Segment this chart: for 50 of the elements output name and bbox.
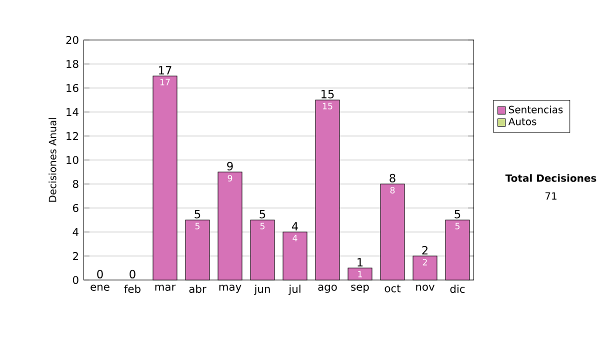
y-tick-label: 14 — [66, 108, 78, 116]
total-label: 5 — [260, 210, 266, 218]
total-label: 5 — [194, 210, 200, 218]
text: Total Decisiones — [505, 174, 596, 182]
x-tick-label: jun — [254, 284, 270, 296]
data-label: 8 — [390, 186, 395, 194]
data-label: 1 — [358, 270, 362, 278]
y-tick-label: 16 — [66, 84, 78, 92]
x-tick-label: jul — [288, 284, 300, 296]
text: 71 — [545, 192, 556, 200]
total-label: 5 — [454, 210, 460, 218]
y-tick-label: 0 — [72, 276, 78, 284]
y-tick-label: 12 — [66, 132, 78, 140]
x-tick-label: may — [219, 284, 242, 293]
y-tick-label: 4 — [72, 228, 78, 236]
total-label: 2 — [422, 246, 428, 254]
data-label: 2 — [422, 258, 427, 266]
x-tick-label: ago — [318, 284, 337, 293]
total-label: 0 — [97, 270, 103, 278]
data-label: 5 — [260, 222, 264, 230]
x-tick-label: abr — [189, 284, 206, 293]
data-label: 15 — [322, 102, 332, 110]
data-label: 5 — [195, 222, 200, 230]
total-label: 15 — [322, 90, 334, 98]
y-tick-label: 8 — [72, 180, 78, 188]
total-label: 8 — [390, 174, 396, 182]
data-label: 4 — [292, 234, 298, 242]
x-tick-label: dic — [450, 284, 465, 293]
total-label: 4 — [292, 222, 298, 230]
y-axis-title: Decisiones Anual — [48, 118, 56, 202]
x-tick-label: oct — [384, 284, 401, 292]
y-tick-label: 20 — [66, 36, 78, 44]
data-label: 5 — [455, 222, 460, 230]
legend-label: Autos — [508, 118, 536, 126]
x-tick-label: ene — [90, 284, 110, 291]
y-tick-label: 6 — [73, 204, 78, 212]
total-label: 9 — [227, 162, 233, 170]
total-label: 0 — [130, 270, 136, 278]
total-label: 17 — [159, 66, 172, 74]
y-tick-label: 10 — [66, 156, 78, 164]
x-tick-label: mar — [155, 284, 176, 291]
x-tick-label: feb — [124, 284, 140, 293]
x-tick-label: nov — [416, 284, 434, 291]
total-label: 1 — [358, 258, 363, 266]
data-label: 17 — [160, 78, 170, 86]
data-label: 9 — [228, 174, 232, 182]
y-tick-label: 2 — [73, 252, 78, 260]
legend-label: Sentencias — [508, 106, 563, 114]
y-tick-label: 18 — [66, 60, 78, 68]
x-tick-label: sep — [351, 284, 369, 293]
